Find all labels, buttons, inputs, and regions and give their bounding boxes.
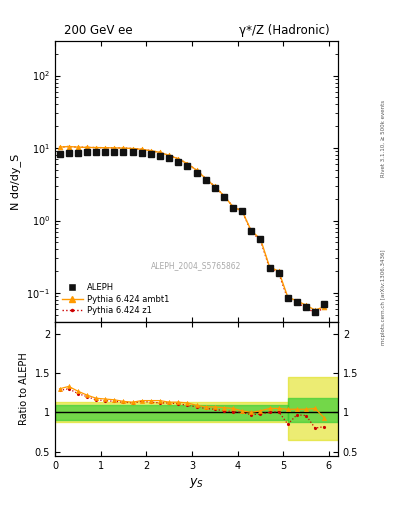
X-axis label: $y_S$: $y_S$ [189, 476, 204, 490]
Bar [288, 398, 338, 422]
Text: ALEPH_2004_S5765862: ALEPH_2004_S5765862 [151, 261, 242, 270]
Text: γ*/Z (Hadronic): γ*/Z (Hadronic) [239, 24, 329, 37]
Bar [288, 377, 338, 440]
Text: Rivet 3.1.10, ≥ 500k events: Rivet 3.1.10, ≥ 500k events [381, 100, 386, 177]
Y-axis label: N dσ/dy_S: N dσ/dy_S [10, 153, 21, 209]
Bar [55, 402, 288, 422]
Y-axis label: Ratio to ALEPH: Ratio to ALEPH [19, 352, 29, 425]
Bar [55, 404, 288, 420]
Legend: ALEPH, Pythia 6.424 ambt1, Pythia 6.424 z1: ALEPH, Pythia 6.424 ambt1, Pythia 6.424 … [59, 281, 172, 318]
Text: mcplots.cern.ch [arXiv:1306.3436]: mcplots.cern.ch [arXiv:1306.3436] [381, 249, 386, 345]
Text: 200 GeV ee: 200 GeV ee [64, 24, 132, 37]
